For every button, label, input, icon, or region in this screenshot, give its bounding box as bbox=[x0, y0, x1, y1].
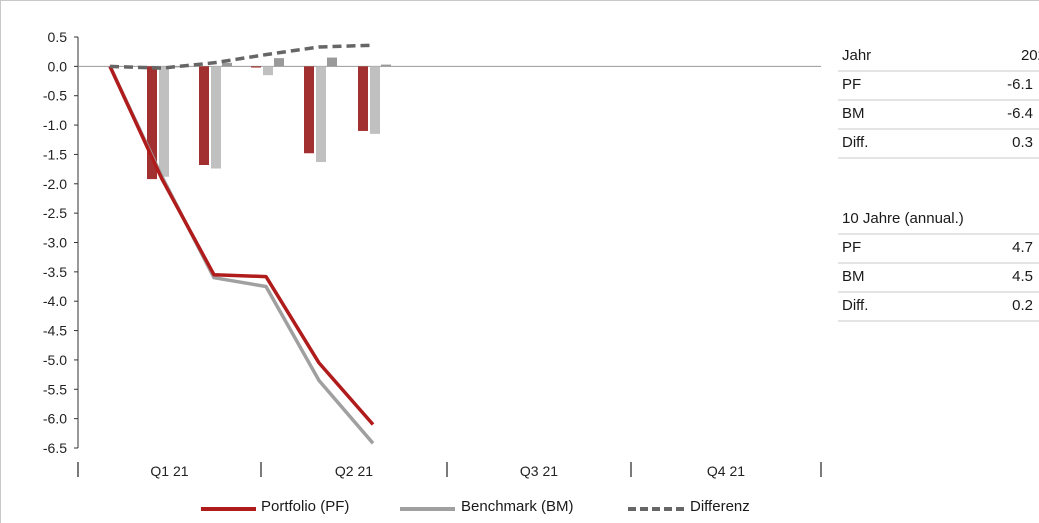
y-tick-label: -6.5 bbox=[43, 440, 67, 456]
bar-bm bbox=[159, 66, 169, 177]
year-table-label: BM bbox=[842, 105, 865, 122]
y-tick-label: -4.0 bbox=[43, 293, 67, 309]
y-tick-label: -1.5 bbox=[43, 146, 67, 162]
y-tick-label: -0.5 bbox=[43, 88, 67, 104]
ten-year-table-header: 10 Jahre (annual.) bbox=[838, 206, 1039, 235]
year-table-label: Diff. bbox=[842, 134, 869, 151]
legend-swatch-diff bbox=[628, 507, 686, 511]
y-tick-label: -3.0 bbox=[43, 235, 67, 251]
bar-diff bbox=[381, 64, 391, 67]
legend-swatch-pf bbox=[201, 507, 256, 511]
ten-year-table-header-label: 10 Jahre (annual.) bbox=[842, 210, 964, 227]
y-tick-label: 0.5 bbox=[48, 29, 68, 45]
y-tick-label: -2.0 bbox=[43, 176, 67, 192]
line-portfolio bbox=[108, 65, 375, 426]
year-table-value: 0.3 bbox=[1012, 134, 1033, 151]
legend-label-diff: Differenz bbox=[690, 498, 750, 515]
ten-year-table-value: 4.5 bbox=[1012, 268, 1033, 285]
y-tick-label: -2.5 bbox=[43, 205, 67, 221]
year-table-row-diff: Diff. 0.3 bbox=[838, 130, 1039, 159]
year-table-label: PF bbox=[842, 76, 862, 93]
year-table-row-bm: BM -6.4 bbox=[838, 101, 1039, 130]
ten-year-table-label: Diff. bbox=[842, 297, 869, 314]
y-tick-label: -5.0 bbox=[43, 352, 67, 368]
x-tick-label: Q1 21 bbox=[150, 463, 188, 479]
chart-legend: Portfolio (PF) Benchmark (BM) Differenz bbox=[1, 496, 1039, 522]
year-table-header: Jahr 202 bbox=[838, 43, 1039, 72]
year-table-header-value: 202 bbox=[1020, 47, 1039, 64]
year-table-value: -6.1 bbox=[1007, 76, 1033, 93]
y-tick-label: -1.0 bbox=[43, 117, 67, 133]
bar-pf bbox=[147, 66, 157, 180]
ten-year-table-value: 4.7 bbox=[1012, 239, 1033, 256]
legend-swatch-bm bbox=[400, 507, 455, 511]
legend-label-bm: Benchmark (BM) bbox=[461, 498, 574, 515]
year-table-value: -6.4 bbox=[1007, 105, 1033, 122]
x-tick-label: Q2 21 bbox=[335, 463, 373, 479]
bar-diff bbox=[274, 58, 284, 67]
ten-year-table-row-pf: PF 4.7 bbox=[838, 235, 1039, 264]
bar-diff bbox=[222, 62, 232, 67]
bar-bm bbox=[211, 66, 221, 169]
bar-pf bbox=[251, 66, 261, 68]
bar-pf bbox=[358, 66, 368, 131]
bar-diff bbox=[327, 57, 337, 67]
legend-label-pf: Portfolio (PF) bbox=[261, 498, 350, 515]
y-tick-label: -5.5 bbox=[43, 381, 67, 397]
year-table-header-label: Jahr bbox=[842, 47, 872, 64]
ten-year-table: 10 Jahre (annual.) PF 4.7 BM 4.5 Diff. 0… bbox=[838, 206, 1039, 322]
bar-bm bbox=[316, 66, 326, 163]
ten-year-table-row-bm: BM 4.5 bbox=[838, 264, 1039, 293]
x-tick-label: Q4 21 bbox=[707, 463, 745, 479]
ten-year-table-label: PF bbox=[842, 239, 862, 256]
ten-year-table-value: 0.2 bbox=[1012, 297, 1033, 314]
y-tick-label: -4.5 bbox=[43, 323, 67, 339]
x-tick-label: Q3 21 bbox=[520, 463, 558, 479]
year-table-row-pf: PF -6.1 bbox=[838, 72, 1039, 101]
year-table: Jahr 202 PF -6.1 BM -6.4 Diff. 0.3 bbox=[838, 43, 1039, 159]
y-tick-label: 0.0 bbox=[48, 58, 68, 74]
ten-year-table-row-diff: Diff. 0.2 bbox=[838, 293, 1039, 322]
bar-bm bbox=[263, 66, 273, 76]
bar-pf bbox=[199, 66, 209, 165]
y-tick-label: -6.0 bbox=[43, 411, 67, 427]
y-tick-label: -3.5 bbox=[43, 264, 67, 280]
ten-year-table-label: BM bbox=[842, 268, 865, 285]
line-differenz bbox=[109, 43, 374, 70]
bar-pf bbox=[304, 66, 314, 154]
bar-bm bbox=[370, 66, 380, 134]
bar-diff bbox=[170, 66, 180, 68]
